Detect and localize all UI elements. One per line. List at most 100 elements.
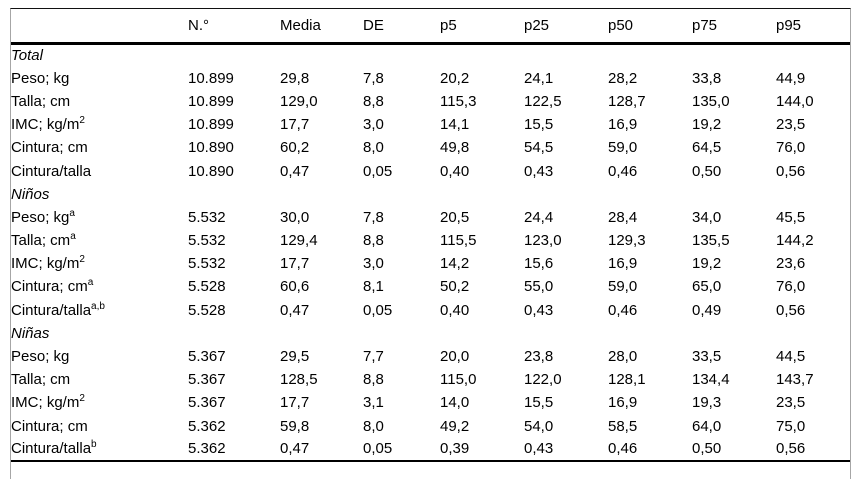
row-label-superscript: 2 [79, 254, 85, 266]
value-cell: 33,8 [692, 69, 722, 87]
table-frame: N.° Media DE p5 p25 p50 p75 p95 Total Pes… [10, 8, 851, 479]
value-cell: 5.367 [188, 394, 226, 412]
row-label: IMC; kg/m2 [11, 115, 85, 134]
value-cell: 5.532 [188, 208, 226, 226]
value-cell: 135,5 [692, 232, 730, 250]
section-row: Niños [11, 183, 850, 206]
row-label-superscript: b [91, 439, 97, 451]
value-cell: 76,0 [776, 278, 806, 296]
value-cell: 7,8 [363, 69, 384, 87]
value-cell: 17,7 [280, 394, 310, 412]
table-row: Cintura; cm 5.362 59,8 8,0 49,2 54,0 58,5 64,0 7… [11, 415, 850, 438]
header-p5: p5 [440, 9, 524, 45]
row-label: Cintura; cm [11, 139, 88, 157]
value-cell: 122,0 [524, 371, 562, 389]
value-cell: 15,5 [524, 394, 554, 412]
row-label-superscript: a [87, 277, 94, 289]
value-cell: 0,40 [440, 301, 470, 319]
value-cell: 33,5 [692, 348, 722, 366]
value-cell: 28,4 [608, 208, 638, 226]
value-cell: 0,39 [440, 440, 470, 458]
value-cell: 16,9 [608, 255, 638, 273]
value-cell: 0,43 [524, 301, 554, 319]
value-cell: 0,43 [524, 162, 554, 180]
value-cell: 10.899 [188, 116, 234, 134]
table-row: Cintura/tallab 5.362 0,47 0,05 0,39 0,43 0,46 0… [11, 438, 850, 461]
value-cell: 14,2 [440, 255, 470, 273]
row-label: Cintura; cm [11, 417, 88, 435]
row-label-superscript: 2 [79, 393, 85, 405]
value-cell: 0,47 [280, 440, 310, 458]
table-row: Peso; kga 5.532 30,0 7,8 20,5 24,4 28,4 34,0 45,… [11, 206, 850, 229]
value-cell: 16,9 [608, 116, 638, 134]
value-cell: 115,0 [440, 371, 477, 389]
value-cell: 0,49 [692, 301, 722, 319]
value-cell: 49,8 [440, 139, 470, 157]
value-cell: 15,6 [524, 255, 554, 273]
value-cell: 24,4 [524, 208, 554, 226]
value-cell: 8,8 [363, 371, 384, 389]
table-row: Talla; cma 5.532 129,4 8,8 115,5 123,0 129,3 13… [11, 229, 850, 252]
value-cell: 23,5 [776, 394, 806, 412]
table-row: IMC; kg/m2 5.532 17,7 3,0 14,2 15,6 16,9 19,2 23… [11, 252, 850, 275]
table-header: N.° Media DE p5 p25 p50 p75 p95 [11, 9, 850, 45]
row-label: IMC; kg/m2 [11, 254, 85, 273]
value-cell: 23,5 [776, 116, 806, 134]
value-cell: 0,56 [776, 301, 806, 319]
table-row: Talla; cm 5.367 128,5 8,8 115,0 122,0 128,1 134… [11, 368, 850, 391]
value-cell: 55,0 [524, 278, 554, 296]
value-cell: 65,0 [692, 278, 722, 296]
section-row: Total [11, 44, 850, 67]
value-cell: 59,8 [280, 417, 310, 435]
table-row: IMC; kg/m2 5.367 17,7 3,1 14,0 15,5 16,9 19,3 23… [11, 391, 850, 414]
value-cell: 29,5 [280, 348, 310, 366]
value-cell: 5.528 [188, 278, 226, 296]
value-cell: 30,0 [280, 208, 310, 226]
row-label: Cintura/tallab [11, 439, 97, 458]
value-cell: 8,0 [363, 417, 384, 435]
value-cell: 10.899 [188, 69, 234, 87]
value-cell: 10.899 [188, 92, 234, 110]
value-cell: 0,05 [363, 301, 393, 319]
value-cell: 14,1 [440, 116, 470, 134]
row-label: Peso; kg [11, 348, 70, 366]
value-cell: 135,0 [692, 92, 730, 110]
value-cell: 29,8 [280, 69, 310, 87]
value-cell: 128,5 [280, 371, 318, 389]
value-cell: 19,2 [692, 116, 722, 134]
table-row: IMC; kg/m2 10.899 17,7 3,0 14,1 15,5 16,9 19,2 2… [11, 113, 850, 136]
value-cell: 59,0 [608, 139, 638, 157]
value-cell: 0,50 [692, 440, 722, 458]
row-label: Cintura; cma [11, 277, 94, 296]
value-cell: 28,2 [608, 69, 638, 87]
row-label: Peso; kg [11, 69, 70, 87]
value-cell: 19,3 [692, 394, 722, 412]
value-cell: 0,56 [776, 162, 806, 180]
value-cell: 20,2 [440, 69, 470, 87]
anthropometry-percentiles-table: N.° Media DE p5 p25 p50 p75 p95 Total Pes… [11, 9, 850, 462]
value-cell: 3,1 [363, 394, 384, 412]
value-cell: 10.890 [188, 162, 234, 180]
value-cell: 5.532 [188, 255, 226, 273]
value-cell: 16,9 [608, 394, 638, 412]
value-cell: 7,8 [363, 208, 384, 226]
value-cell: 115,3 [440, 92, 477, 110]
value-cell: 0,46 [608, 301, 638, 319]
value-cell: 49,2 [440, 417, 470, 435]
value-cell: 123,0 [524, 232, 562, 250]
value-cell: 24,1 [524, 69, 554, 87]
value-cell: 144,0 [776, 92, 814, 110]
value-cell: 60,6 [280, 278, 310, 296]
value-cell: 60,2 [280, 139, 310, 157]
value-cell: 129,4 [280, 232, 318, 250]
value-cell: 115,5 [440, 232, 477, 250]
value-cell: 5.362 [188, 440, 226, 458]
value-cell: 28,0 [608, 348, 638, 366]
value-cell: 128,1 [608, 371, 646, 389]
row-label-superscript: a [69, 207, 75, 219]
table-row: Talla; cm 10.899 129,0 8,8 115,3 122,5 128,7 13… [11, 90, 850, 113]
value-cell: 64,5 [692, 139, 722, 157]
value-cell: 0,56 [776, 440, 806, 458]
value-cell: 17,7 [280, 116, 310, 134]
value-cell: 0,46 [608, 162, 638, 180]
